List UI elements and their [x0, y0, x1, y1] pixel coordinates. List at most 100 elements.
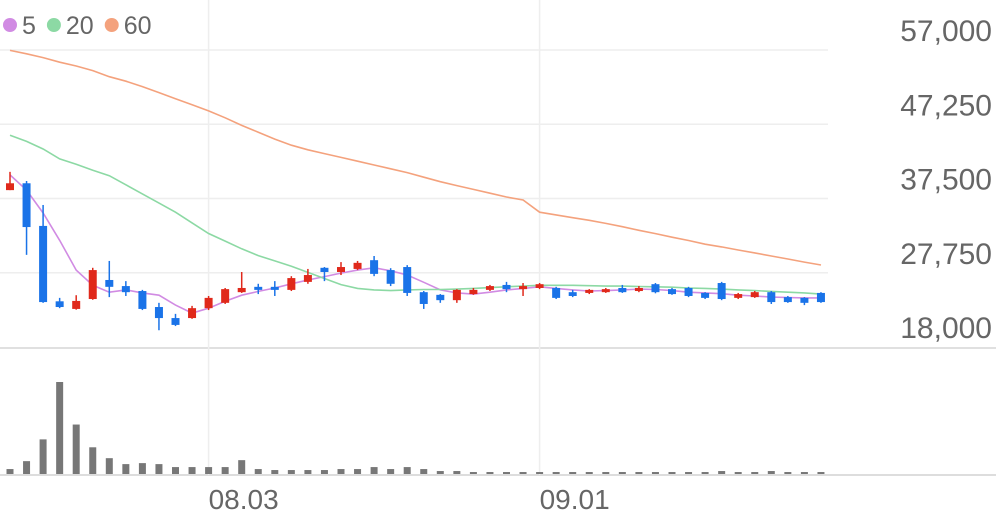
volume-bar — [122, 464, 130, 474]
volume-bar — [105, 458, 113, 474]
moving-average-line — [9, 49, 822, 266]
volume-bar — [304, 470, 312, 474]
volume-bar — [519, 472, 527, 474]
volume-bar — [155, 464, 163, 474]
x-tick-label: 09.01 — [540, 484, 610, 515]
candle-body — [816, 292, 825, 303]
candle-body — [651, 284, 660, 293]
candle-body — [138, 291, 147, 309]
volume-bar — [552, 472, 560, 474]
candle-body — [552, 287, 561, 298]
volume-bar — [536, 472, 544, 474]
candle-body — [303, 275, 312, 282]
volume-bar — [602, 472, 610, 474]
volume-bar — [188, 467, 196, 474]
candle-body — [585, 289, 594, 293]
candle-body — [254, 286, 263, 290]
y-tick-label: 37,500 — [900, 164, 992, 197]
candle-body — [237, 287, 246, 293]
candle-body — [386, 270, 395, 284]
volume-bar — [767, 471, 775, 474]
volume-bar — [585, 472, 593, 474]
volume-bar — [436, 471, 444, 474]
volume-bar — [420, 469, 428, 474]
candle-body — [436, 294, 445, 301]
volume-bar — [635, 472, 643, 474]
candle-body — [88, 270, 97, 300]
volume-bar — [287, 470, 295, 474]
volume-bar — [172, 467, 179, 474]
candle-body — [55, 301, 64, 308]
volume-bar — [221, 467, 229, 474]
candle-body — [403, 267, 412, 293]
candle-body — [320, 267, 329, 272]
y-tick-label: 18,000 — [900, 312, 992, 345]
candle-body — [72, 300, 81, 309]
candle-body — [783, 297, 792, 303]
candle-body — [618, 287, 627, 293]
candle-body — [22, 183, 31, 228]
candle-body — [171, 318, 180, 325]
candle-body — [39, 225, 48, 303]
volume-bar — [72, 424, 80, 474]
volume-bar — [651, 472, 659, 474]
candle-body — [121, 286, 130, 293]
moving-average-line — [9, 134, 822, 295]
volume-bar — [734, 472, 742, 474]
volume-bar — [6, 469, 14, 474]
candle-body — [337, 267, 345, 272]
candle-body — [800, 297, 809, 303]
candle-body — [353, 262, 362, 269]
candle-body — [668, 289, 676, 295]
legend-dot — [3, 18, 17, 32]
volume-bar — [751, 472, 759, 474]
candle-body — [452, 289, 461, 301]
x-tick-label: 08.03 — [209, 484, 279, 515]
candle-body — [485, 286, 494, 290]
volume-bar — [685, 472, 693, 474]
volume-bar — [337, 469, 345, 474]
candle-body — [370, 260, 379, 274]
candle-body — [502, 284, 511, 290]
volume-bar — [403, 467, 411, 474]
volume-bar — [800, 472, 808, 474]
y-tick-label: 47,250 — [900, 89, 992, 122]
candle-body — [750, 292, 759, 298]
volume-bar — [503, 472, 510, 474]
volume-bar — [817, 472, 825, 474]
volume-bar — [89, 447, 97, 474]
volume-bar — [486, 472, 494, 474]
candle-body — [568, 292, 577, 296]
volume-bar — [569, 472, 577, 474]
candle-body — [601, 289, 610, 293]
candle-body — [535, 284, 544, 288]
volume-bar — [668, 472, 676, 474]
candle-body — [469, 289, 478, 295]
volume-bar — [271, 470, 279, 474]
candle-body — [287, 278, 296, 290]
volume-bar — [238, 460, 246, 474]
candle-body — [519, 286, 528, 290]
candle-body — [634, 287, 643, 292]
candle-body — [717, 283, 726, 300]
candle-body — [701, 292, 710, 298]
volume-bar — [39, 439, 47, 474]
volume-bar — [205, 467, 213, 474]
volume-bar — [320, 470, 328, 474]
volume-bar — [370, 467, 378, 474]
candle-body — [684, 287, 693, 296]
volume-bar — [138, 463, 146, 474]
candle-body — [734, 294, 743, 298]
volume-bar — [718, 471, 726, 474]
candle-body — [419, 292, 428, 304]
volume-bar — [354, 469, 362, 474]
legend-label: 20 — [66, 12, 94, 40]
legend-dot — [104, 18, 119, 32]
legend-label: 60 — [124, 12, 152, 40]
candle-body — [767, 292, 776, 303]
y-tick-label: 57,000 — [900, 15, 992, 48]
volume-bar — [254, 469, 262, 474]
candle-body — [188, 308, 197, 319]
